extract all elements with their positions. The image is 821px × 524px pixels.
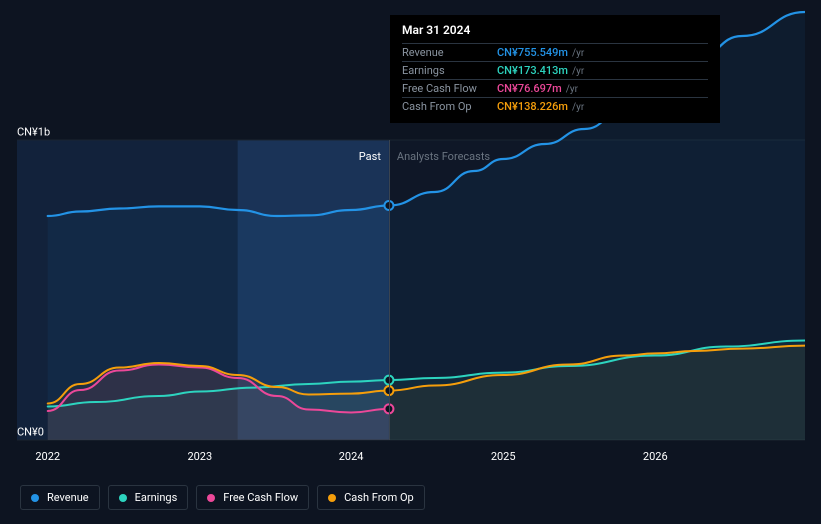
tooltip-metric-label: Earnings [402, 64, 497, 77]
x-axis-labels: 2022 2023 2024 2025 2026 [17, 450, 805, 468]
legend-dot-icon [119, 494, 127, 502]
tooltip-row: RevenueCN¥755.549m/yr [402, 43, 708, 61]
legend-item-fcf[interactable]: Free Cash Flow [196, 485, 309, 510]
tooltip-unit: /yr [572, 48, 584, 59]
legend-item-earnings[interactable]: Earnings [108, 485, 189, 510]
tooltip-unit: /yr [566, 84, 578, 95]
tooltip-unit: /yr [572, 66, 584, 77]
y-tick-label: CN¥1b [17, 126, 20, 139]
legend-dot-icon [31, 494, 39, 502]
x-tick-label: 2025 [491, 450, 516, 463]
tooltip-unit: /yr [572, 102, 584, 113]
legend-dot-icon [207, 494, 215, 502]
tooltip-row: Free Cash FlowCN¥76.697m/yr [402, 79, 708, 97]
y-tick-label: CN¥0 [17, 426, 20, 439]
legend: Revenue Earnings Free Cash Flow Cash From O… [20, 485, 425, 510]
tooltip-metric-label: Free Cash Flow [402, 82, 497, 95]
tooltip-row: EarningsCN¥173.413m/yr [402, 61, 708, 79]
tooltip-metric-value: CN¥138.226m [497, 100, 568, 113]
tooltip-metric-value: CN¥755.549m [497, 46, 568, 59]
x-tick-label: 2024 [339, 450, 364, 463]
x-tick-label: 2026 [643, 450, 668, 463]
legend-label: Free Cash Flow [223, 491, 298, 504]
legend-label: Earnings [135, 491, 178, 504]
tooltip-metric-label: Cash From Op [402, 100, 497, 113]
hover-line [389, 140, 390, 440]
x-tick-label: 2022 [35, 450, 60, 463]
legend-item-cfo[interactable]: Cash From Op [317, 485, 425, 510]
legend-item-revenue[interactable]: Revenue [20, 485, 100, 510]
x-tick-label: 2023 [187, 450, 212, 463]
legend-dot-icon [328, 494, 336, 502]
tooltip-date: Mar 31 2024 [402, 23, 708, 43]
tooltip-metric-value: CN¥76.697m [497, 82, 562, 95]
tooltip-row: Cash From OpCN¥138.226m/yr [402, 97, 708, 115]
tooltip: Mar 31 2024 RevenueCN¥755.549m/yrEarning… [390, 15, 720, 123]
tooltip-metric-value: CN¥173.413m [497, 64, 568, 77]
tooltip-metric-label: Revenue [402, 46, 497, 59]
legend-label: Cash From Op [344, 491, 414, 504]
legend-label: Revenue [47, 491, 89, 504]
